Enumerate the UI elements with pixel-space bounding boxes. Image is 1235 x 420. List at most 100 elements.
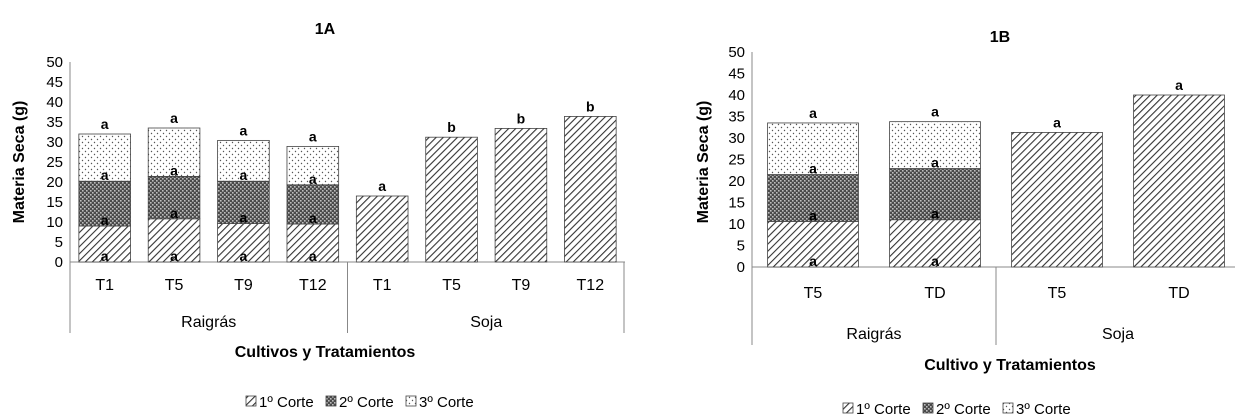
x-axis-title: Cultivo y Tratamientos [924, 357, 1096, 374]
bar-data-label: b [586, 98, 595, 114]
bar-segment [767, 174, 859, 222]
y-tick-label: 10 [46, 214, 63, 231]
bar-data-label: a [931, 104, 939, 120]
y-tick-label: 5 [55, 234, 63, 251]
legend-swatch [1002, 402, 1014, 414]
bar-data-label: a [1175, 77, 1183, 93]
bar-data-label: a [170, 110, 178, 126]
bar-segment [889, 168, 981, 221]
bar-segment [286, 223, 340, 263]
plot-area: 0 5 10 15 20 25 30 35 40 45 50 Raigrás Soja T5 a a a a TD a… [728, 44, 1235, 345]
panel-1b: 1B Materia Seca (g) Cultivo y Tratamient… [695, 29, 1235, 374]
segment-data-label: a [101, 248, 109, 264]
segment-data-label: a [240, 167, 248, 183]
x-axis-title: Cultivos y Tratamientos [235, 344, 416, 361]
bar-segment [78, 180, 131, 227]
bar-segment [425, 136, 478, 263]
legend-swatch [842, 402, 854, 414]
bar-segment [767, 221, 859, 268]
x-tick-label: T12 [299, 277, 327, 294]
x-tick-label: T5 [165, 277, 184, 294]
bar-data-label: a [1053, 114, 1061, 130]
segment-data-label: a [170, 205, 178, 221]
x-tick-label: T5 [442, 277, 461, 294]
bar-segment [1133, 94, 1225, 268]
bar-data-label: b [447, 119, 456, 135]
legend: 1º Corte 2º Corte 3º Corte [842, 401, 1071, 418]
y-tick-label: 30 [46, 134, 63, 151]
segment-data-label: a [309, 248, 317, 264]
bar-data-label: a [378, 178, 386, 194]
segment-data-label: a [809, 207, 817, 223]
y-tick-label: 5 [737, 238, 745, 255]
legend-label: 3º Corte [419, 394, 474, 411]
bar-data-label: a [101, 116, 109, 132]
legend-label: 2º Corte [936, 401, 991, 415]
chart-title: 1A [315, 21, 336, 38]
legend-label: 3º Corte [1016, 401, 1071, 415]
x-tick-label: TD [924, 285, 945, 302]
bar-segment [564, 116, 617, 263]
legend-swatch [245, 395, 257, 407]
y-tick-label: 25 [46, 154, 63, 171]
chart-title: 1B [990, 29, 1010, 46]
y-tick-label: 35 [728, 109, 745, 126]
segment-data-label: a [170, 248, 178, 264]
y-axis-title: Materia Seca (g) [695, 101, 712, 224]
bar-segment [286, 145, 340, 186]
y-tick-label: 40 [46, 94, 63, 111]
y-tick-label: 30 [728, 130, 745, 147]
y-tick-label: 10 [728, 216, 745, 233]
y-tick-label: 35 [46, 114, 63, 131]
y-axis-title: Materia Seca (g) [11, 101, 28, 224]
bar-segment [217, 223, 270, 263]
segment-data-label: a [931, 253, 939, 269]
y-tick-label: 15 [728, 195, 745, 212]
x-tick-label: T12 [577, 277, 605, 294]
legend-label: 1º Corte [856, 401, 911, 415]
segment-data-label: a [101, 167, 109, 183]
y-tick-label: 25 [728, 152, 745, 169]
segment-data-label: a [170, 162, 178, 178]
segment-data-label: a [101, 212, 109, 228]
group-label: Soja [470, 314, 502, 331]
y-tick-label: 50 [728, 44, 745, 61]
bar-data-label: a [240, 122, 248, 138]
segment-data-label: a [240, 210, 248, 226]
y-tick-label: 0 [737, 259, 745, 276]
x-tick-label: T9 [512, 277, 531, 294]
x-tick-label: T9 [234, 277, 253, 294]
x-tick-label: T5 [1048, 285, 1067, 302]
bar-segment [355, 195, 409, 263]
segment-data-label: a [931, 206, 939, 222]
segment-data-label: a [240, 248, 248, 264]
legend-swatch [922, 402, 934, 414]
y-tick-label: 45 [46, 74, 63, 91]
legend-swatch [405, 395, 417, 407]
y-tick-label: 15 [46, 194, 63, 211]
group-label: Soja [1102, 326, 1134, 343]
segment-data-label: a [809, 253, 817, 269]
y-tick-label: 20 [46, 174, 63, 191]
plot-area: 0 5 10 15 20 25 30 35 40 45 50 Raigrás Soja T1 a a a a T5 a… [46, 54, 625, 333]
bar-data-label: a [309, 128, 317, 144]
x-tick-label: T1 [373, 277, 392, 294]
y-tick-label: 50 [46, 54, 63, 71]
x-tick-label: T5 [804, 285, 823, 302]
y-tick-label: 45 [728, 66, 745, 83]
x-tick-label: TD [1168, 285, 1189, 302]
panel-1a: 1A Materia Seca (g) Cultivos y Tratamien… [11, 21, 625, 361]
bar-segment [147, 127, 201, 177]
bar-segment [217, 180, 270, 224]
bar-segment [889, 219, 981, 268]
segment-data-label: a [309, 210, 317, 226]
group-label: Raigrás [846, 326, 901, 343]
bar-data-label: b [517, 110, 526, 126]
bar-segment [767, 122, 859, 175]
bar-segment [78, 133, 131, 182]
bar-segment [217, 139, 270, 182]
y-tick-label: 40 [728, 87, 745, 104]
bar-segment [889, 121, 981, 169]
